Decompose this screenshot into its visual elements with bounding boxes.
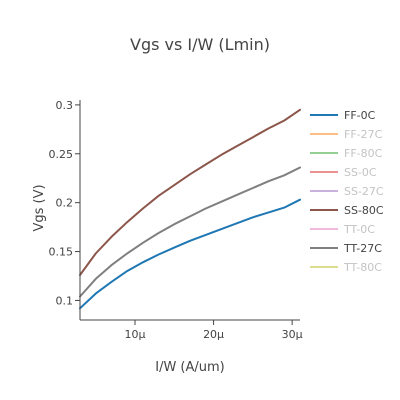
- y-tick-label: 0.3: [56, 99, 74, 112]
- y-tick-label: 0.25: [49, 148, 74, 161]
- y-axis-label: Vgs (V): [32, 184, 47, 231]
- legend-label: TT-27C: [343, 242, 382, 255]
- legend-item-ss-27c[interactable]: SS-27C: [310, 185, 384, 198]
- series-line-ss-80c[interactable]: [79, 108, 301, 276]
- x-tick-label: 10μ: [125, 328, 146, 341]
- legend-item-tt-27c[interactable]: TT-27C: [310, 242, 382, 255]
- plot-area[interactable]: [79, 108, 301, 310]
- x-axis-label: I/W (A/um): [155, 360, 225, 375]
- legend-label: FF-27C: [344, 128, 383, 141]
- legend-item-ss-0c[interactable]: SS-0C: [310, 166, 377, 179]
- y-tick-label: 0.1: [56, 294, 74, 307]
- legend: FF-0C FF-27C FF-80C SS-0C SS-27C SS-80C TT-0C T…: [310, 109, 384, 274]
- legend-item-ff-27c[interactable]: FF-27C: [310, 128, 383, 141]
- series-line-tt-27c[interactable]: [79, 166, 301, 298]
- y-axis: 0.1 0.15 0.2 0.25 0.3: [49, 99, 81, 320]
- legend-label: FF-0C: [344, 109, 376, 122]
- legend-label: TT-80C: [343, 261, 382, 274]
- legend-label: TT-0C: [343, 223, 375, 236]
- legend-item-ff-0c[interactable]: FF-0C: [310, 109, 376, 122]
- y-tick-label: 0.15: [49, 246, 74, 259]
- legend-label: FF-80C: [344, 147, 383, 160]
- legend-item-tt-0c[interactable]: TT-0C: [310, 223, 375, 236]
- legend-label: SS-0C: [344, 166, 377, 179]
- legend-label: SS-27C: [344, 185, 384, 198]
- series-line-ff-0c[interactable]: [79, 198, 301, 310]
- x-axis: 10μ 20μ 30μ: [80, 319, 303, 341]
- legend-item-tt-80c[interactable]: TT-80C: [310, 261, 382, 274]
- legend-item-ff-80c[interactable]: FF-80C: [310, 147, 383, 160]
- y-tick-label: 0.2: [56, 197, 74, 210]
- x-tick-label: 30μ: [282, 328, 303, 341]
- x-tick-label: 20μ: [203, 328, 224, 341]
- legend-item-ss-80c[interactable]: SS-80C: [310, 204, 384, 217]
- chart-title: Vgs vs I/W (Lmin): [130, 35, 270, 54]
- legend-label: SS-80C: [344, 204, 384, 217]
